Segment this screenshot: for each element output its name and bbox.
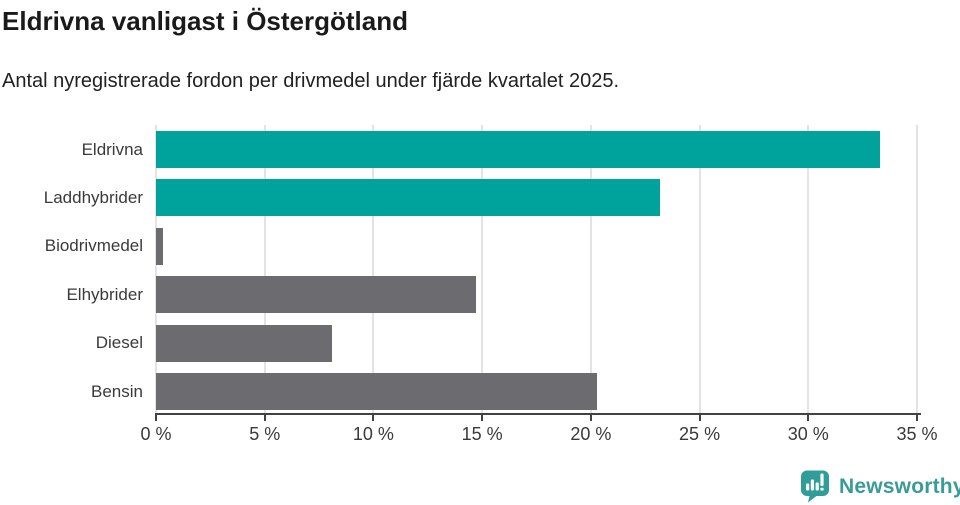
chart-title: Eldrivna vanligast i Östergötland: [2, 6, 408, 36]
category-label-diesel: Diesel: [95, 333, 143, 353]
category-label-laddhybrider: Laddhybrider: [43, 187, 143, 207]
x-axis-tick-35: [916, 415, 918, 421]
gridline-20: [589, 125, 592, 413]
chart-subtitle: Antal nyregistrerade fordon per drivmede…: [2, 70, 620, 92]
x-axis-tick-30: [807, 415, 810, 421]
newsworthy-logo[interactable]: Newsworthy: [800, 470, 960, 503]
x-axis-tick-5: [263, 415, 266, 421]
x-axis-tick-label-10: 10 %: [352, 424, 394, 444]
x-axis-tick-label-30: 30 %: [787, 424, 829, 444]
gridline-25: [698, 125, 701, 413]
x-axis-tick-label-0: 0 %: [140, 424, 172, 444]
bar-biodrivmedel: [156, 227, 163, 265]
x-axis-tick-20: [589, 415, 592, 421]
gridline-35: [916, 125, 918, 413]
bar-elhybrider: [156, 276, 476, 314]
x-axis-tick-0: [155, 415, 157, 421]
x-axis-tick-label-15: 15 %: [461, 424, 503, 444]
x-axis-line: [155, 413, 921, 415]
category-label-bensin: Bensin: [91, 381, 143, 401]
x-axis-tick-10: [372, 415, 375, 421]
x-axis-tick-label-20: 20 %: [570, 424, 612, 444]
bar-diesel: [156, 324, 333, 362]
category-label-elhybrider: Elhybrider: [66, 284, 143, 304]
x-axis-tick-25: [698, 415, 701, 421]
bar-bensin: [156, 373, 598, 410]
gridline-10: [372, 125, 375, 413]
gridline-0: [155, 125, 157, 413]
x-axis-tick-label-35: 35 %: [896, 424, 938, 444]
bar-laddhybrider: [156, 179, 661, 217]
newsworthy-icon: [801, 470, 829, 503]
x-axis-tick-label-5: 5 %: [249, 424, 281, 444]
newsworthy-wordmark: Newsworthy: [839, 474, 960, 498]
gridline-5: [263, 125, 266, 413]
gridline-15: [481, 125, 484, 413]
bar-eldrivna: [156, 131, 881, 168]
category-label-eldrivna: Eldrivna: [81, 139, 143, 159]
category-label-biodrivmedel: Biodrivmedel: [44, 236, 143, 256]
x-axis-tick-label-25: 25 %: [679, 424, 721, 444]
x-axis-tick-15: [481, 415, 484, 421]
gridline-30: [807, 125, 810, 413]
